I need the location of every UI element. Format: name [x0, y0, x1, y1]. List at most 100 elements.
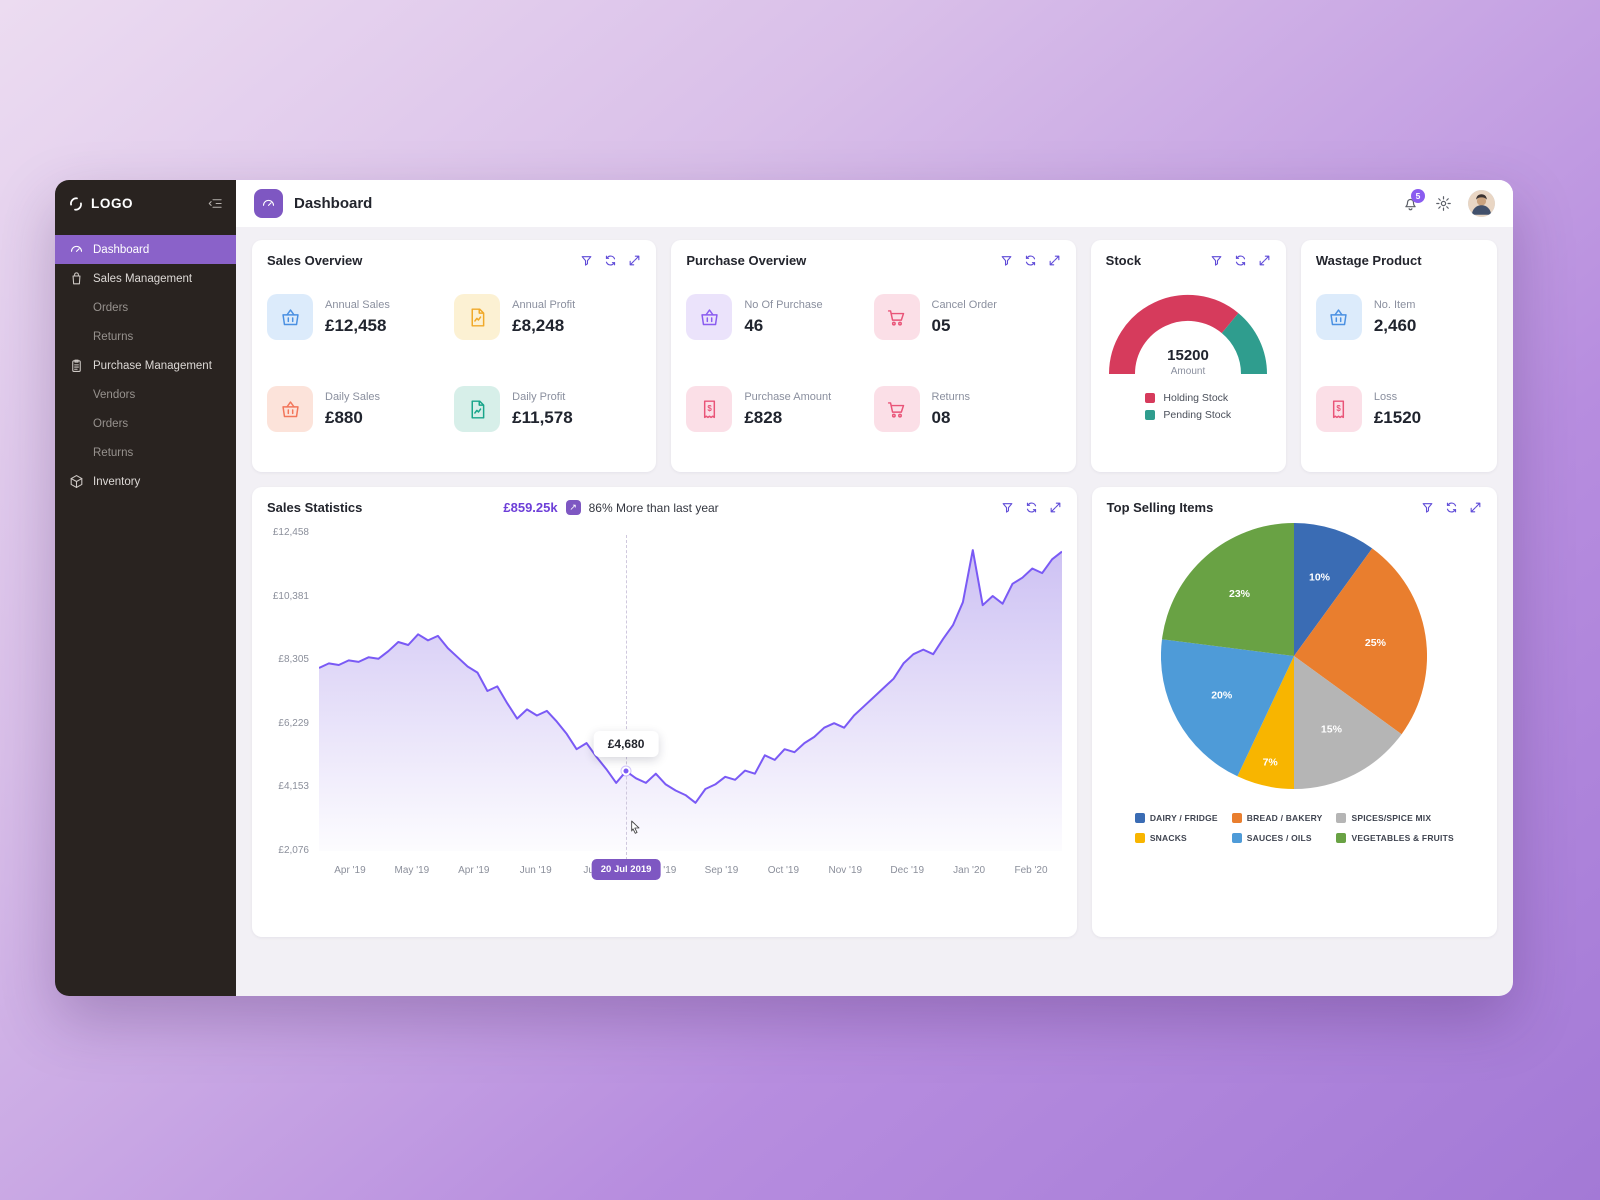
stat-no-item: No. Item 2,460: [1315, 294, 1482, 340]
stock-amount: 15200: [1167, 347, 1209, 364]
filter-icon[interactable]: [580, 254, 593, 267]
x-axis-label: Jan '20: [953, 865, 986, 876]
basket-icon: [267, 386, 313, 432]
legend-swatch: [1336, 833, 1347, 843]
stat-value: £1520: [1373, 407, 1422, 427]
svg-text:20%: 20%: [1212, 690, 1234, 702]
logo-icon: [68, 196, 84, 212]
x-axis-label: Feb '20: [1014, 865, 1048, 876]
stat-value: £12,458: [325, 315, 387, 335]
notifications-button[interactable]: 5: [1402, 189, 1425, 212]
sidebar-item-dashboard[interactable]: Dashboard: [55, 235, 236, 264]
sales-line-chart: £12,458 £10,381 £8,305 £6,229 £4,153 £2,076 £…: [267, 527, 1062, 893]
y-axis: £12,458 £10,381 £8,305 £6,229 £4,153 £2,076: [267, 527, 309, 856]
stat-label: Annual Profit: [512, 298, 576, 311]
stat-loss: Loss £1520: [1315, 386, 1482, 432]
sidebar-item-vendors[interactable]: Vendors: [55, 380, 236, 409]
sidebar-item-label: Returns: [93, 446, 134, 459]
refresh-icon[interactable]: [1234, 254, 1247, 267]
legend-item: Pending Stock: [1145, 409, 1231, 421]
highlight-note: 86% More than last year: [588, 500, 719, 515]
expand-icon[interactable]: [1258, 254, 1271, 267]
stat-label: No Of Purchase: [744, 298, 823, 311]
refresh-icon[interactable]: [1025, 501, 1038, 514]
refresh-icon[interactable]: [1024, 254, 1037, 267]
sidebar-item-returns[interactable]: Returns: [55, 322, 236, 351]
document-chart-icon: [454, 386, 501, 432]
avatar-image: [1468, 190, 1495, 217]
sidebar-item-sales-management[interactable]: Sales Management: [55, 264, 236, 293]
selected-date-badge[interactable]: 20 Jul 2019: [591, 859, 661, 880]
basket-icon: [267, 294, 313, 340]
card-title: Top Selling Items: [1106, 500, 1214, 515]
basket-icon: [686, 294, 733, 340]
receipt-icon: [1315, 386, 1362, 432]
legend-label: BREAD / BAKERY: [1246, 813, 1323, 823]
receipt-icon: [686, 386, 733, 432]
sidebar-item-label: Orders: [93, 301, 129, 314]
stat-value: £880: [325, 407, 363, 427]
expand-icon[interactable]: [1048, 254, 1061, 267]
legend-swatch: [1145, 410, 1156, 420]
sidebar-item-returns-2[interactable]: Returns: [55, 438, 236, 467]
filter-icon[interactable]: [1001, 501, 1014, 514]
page-title: Dashboard: [294, 195, 373, 212]
sidebar-item-purchase-management[interactable]: Purchase Management: [55, 351, 236, 380]
legend-item: SAUCES / OILS: [1231, 833, 1323, 843]
filter-icon[interactable]: [1000, 254, 1013, 267]
stat-label: Returns: [931, 390, 971, 403]
stat-purchase-amount: Purchase Amount £828: [686, 386, 873, 432]
stock-legend: Holding Stock Pending Stock: [1145, 392, 1231, 421]
expand-icon[interactable]: [1049, 501, 1062, 514]
avatar[interactable]: [1468, 190, 1495, 217]
sidebar-collapse-icon[interactable]: [208, 196, 223, 211]
legend-item: SNACKS: [1134, 833, 1218, 843]
wastage-product-card: Wastage Product No. Item 2,460 Loss £152…: [1300, 240, 1497, 472]
expand-icon[interactable]: [1469, 501, 1482, 514]
selected-point: [621, 766, 631, 776]
stat-label: Daily Sales: [325, 390, 381, 403]
x-axis-label: Apr '19: [458, 865, 490, 876]
legend-label: SAUCES / OILS: [1246, 833, 1312, 843]
x-axis-label: Oct '19: [767, 865, 800, 876]
stat-value: £11,578: [512, 407, 573, 427]
refresh-icon[interactable]: [604, 254, 617, 267]
expand-icon[interactable]: [628, 254, 641, 267]
card-title: Sales Overview: [267, 253, 363, 268]
stock-card: Stock 15200 Amount Holding Stock: [1090, 240, 1286, 472]
refresh-icon[interactable]: [1445, 501, 1458, 514]
legend-swatch: [1231, 813, 1242, 823]
stat-value: £828: [744, 407, 783, 427]
app-window: LOGO Dashboard Sales Management Orders R…: [55, 180, 1513, 996]
x-axis: 20 Jul 2019 Apr '19 May '19 Apr '19 Jun '19…: [319, 851, 1062, 893]
legend-label: Pending Stock: [1163, 409, 1232, 421]
card-title: Purchase Overview: [686, 253, 807, 268]
plot-area[interactable]: £4,680: [319, 533, 1062, 865]
notification-badge: 5: [1411, 189, 1425, 203]
cart-icon: [873, 294, 920, 340]
sidebar-item-orders[interactable]: Orders: [55, 293, 236, 322]
chart-tooltip: £4,680: [593, 731, 659, 758]
card-title: Sales Statistics: [267, 500, 363, 515]
x-axis-label: Sep '19: [704, 865, 739, 876]
legend-swatch: [1134, 813, 1145, 823]
x-axis-label: Jun '19: [519, 865, 552, 876]
y-axis-label: £10,381: [272, 590, 309, 602]
legend-item: BREAD / BAKERY: [1231, 813, 1323, 823]
settings-button[interactable]: [1435, 195, 1452, 212]
sidebar-item-inventory[interactable]: Inventory: [55, 467, 236, 496]
sidebar-item-label: Returns: [93, 330, 134, 343]
filter-icon[interactable]: [1421, 501, 1434, 514]
legend-label: VEGETABLES & FRUITS: [1351, 833, 1454, 843]
highlight-value: £859.25k: [503, 500, 558, 515]
stat-label: No. Item: [1373, 298, 1416, 311]
sales-statistics-card: Sales Statistics £859.25k ↗ 86% More tha…: [252, 487, 1077, 937]
sidebar-item-orders-2[interactable]: Orders: [55, 409, 236, 438]
sales-overview-card: Sales Overview Annual Sales £12,458: [252, 240, 657, 472]
sidebar: LOGO Dashboard Sales Management Orders R…: [55, 180, 236, 996]
stat-label: Purchase Amount: [744, 390, 832, 403]
document-chart-icon: [454, 294, 501, 340]
selected-dashed-line: [626, 535, 628, 865]
sidebar-item-label: Inventory: [93, 475, 141, 488]
filter-icon[interactable]: [1210, 254, 1223, 267]
